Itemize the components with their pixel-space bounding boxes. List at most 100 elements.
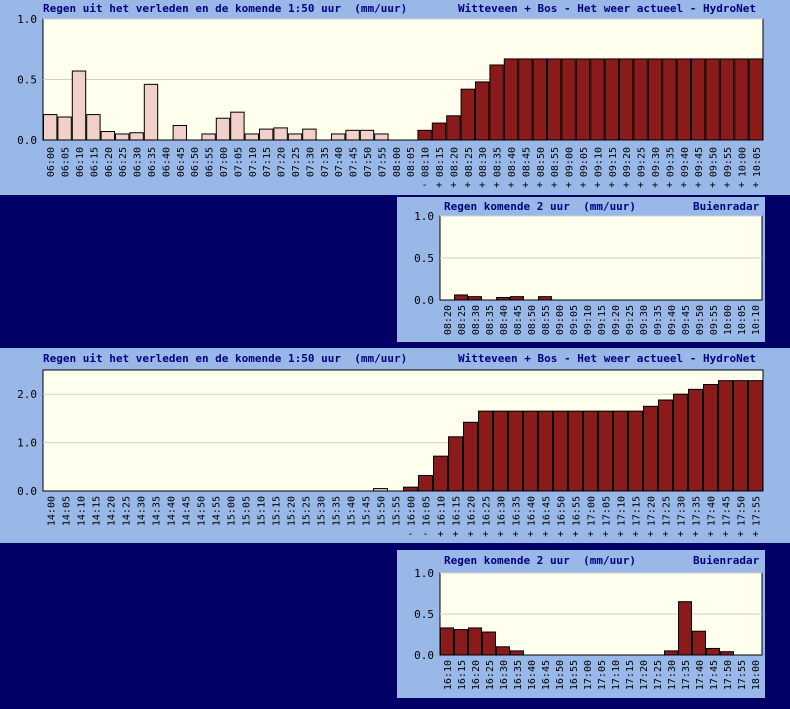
x-tick-label: 17:50 <box>737 496 748 526</box>
x-tick-label: 10:00 <box>737 147 748 177</box>
bar <box>478 410 493 492</box>
x-tick-label: 09:45 <box>694 147 705 177</box>
forecast-mark: + <box>467 529 473 540</box>
x-tick-label: 14:10 <box>77 496 88 526</box>
x-tick-label: 17:45 <box>709 660 720 690</box>
y-tick-label: 1.0 <box>414 567 434 580</box>
x-tick-label: 06:00 <box>46 147 57 177</box>
x-tick-label: 09:40 <box>680 147 691 177</box>
forecast-mark: + <box>494 180 500 191</box>
bar <box>359 129 375 141</box>
x-tick-label: 17:35 <box>692 496 703 526</box>
x-tick-label: 06:30 <box>133 147 144 177</box>
bar <box>302 128 317 141</box>
x-tick-label: 07:30 <box>305 147 316 177</box>
x-tick-label: 16:15 <box>457 660 468 690</box>
x-tick-label: 06:55 <box>205 147 216 177</box>
bar <box>503 58 519 141</box>
chart-panel-4: Regen komende 2 uur (mm/uur) Buienradar … <box>397 550 765 698</box>
forecast-mark: + <box>465 180 471 191</box>
bar <box>468 627 482 656</box>
bar <box>86 114 101 141</box>
bar <box>440 627 454 656</box>
x-tick-label: 16:45 <box>542 496 553 526</box>
chart-3-source: Witteveen + Bos - Het weer actueel - Hyd… <box>458 352 757 365</box>
x-tick-label: 08:45 <box>513 305 524 335</box>
x-tick-label: 17:40 <box>707 496 718 526</box>
bar <box>547 58 562 141</box>
x-tick-label: 14:40 <box>167 496 178 526</box>
bar <box>244 133 260 141</box>
x-tick-label: 07:05 <box>233 147 244 177</box>
chart-4-svg: 0.00.51.016:10 16:15 16:20 16:25 16:30 16:35 1… <box>414 567 763 690</box>
forecast-mark: + <box>587 529 593 540</box>
x-tick-label: 09:15 <box>597 305 608 335</box>
x-tick-label: 06:15 <box>89 147 100 177</box>
bar <box>100 131 115 141</box>
x-tick-label: 08:20 <box>443 305 454 335</box>
bar <box>230 111 245 141</box>
bar <box>433 455 448 492</box>
bar <box>734 58 749 141</box>
x-tick-label: 09:25 <box>625 305 636 335</box>
bar <box>553 410 568 492</box>
x-tick-label: 15:50 <box>377 496 388 526</box>
x-tick-label: 08:50 <box>527 305 538 335</box>
x-tick-label: 07:50 <box>363 147 374 177</box>
x-tick-label: 16:45 <box>541 660 552 690</box>
forecast-mark: + <box>522 180 528 191</box>
x-tick-label: 15:40 <box>347 496 358 526</box>
forecast-mark: + <box>542 529 548 540</box>
chart-3-title: Regen uit het verleden en de komende 1:5… <box>43 352 408 365</box>
x-tick-label: 17:00 <box>587 496 598 526</box>
x-tick-label: 14:45 <box>182 496 193 526</box>
x-tick-label: 14:20 <box>107 496 118 526</box>
chart-panel-2: Regen komende 2 uur (mm/uur) Buienradar … <box>397 197 765 342</box>
bar <box>691 58 706 141</box>
x-tick-label: 08:30 <box>471 305 482 335</box>
x-tick-label: 15:55 <box>392 496 403 526</box>
chart-1-title: Regen uit het verleden en de komende 1:5… <box>43 2 408 15</box>
forecast-mark: + <box>450 180 456 191</box>
bar <box>733 380 748 492</box>
bar <box>706 647 720 656</box>
x-tick-label: 15:15 <box>272 496 283 526</box>
forecast-mark: + <box>580 180 586 191</box>
chart-1-svg: 0.0 0.5 1.0 06:00 06:05 06:10 06:15 06:20 06:25 0… <box>17 13 764 191</box>
forecast-mark: + <box>632 529 638 540</box>
y-tick-label: 1.0 <box>17 13 37 26</box>
bar <box>518 58 533 141</box>
forecast-mark: + <box>617 529 623 540</box>
bar <box>431 122 447 141</box>
bar <box>590 58 605 141</box>
x-tick-label: 17:05 <box>602 496 613 526</box>
x-tick-label: 17:55 <box>752 496 763 526</box>
x-tick-label: 16:40 <box>527 660 538 690</box>
x-tick-label: 06:05 <box>61 147 72 177</box>
bar <box>568 410 583 492</box>
x-tick-label: 09:55 <box>709 305 720 335</box>
x-tick-label: 14:05 <box>62 496 73 526</box>
bar <box>633 58 648 141</box>
forecast-mark: + <box>738 180 744 191</box>
y-tick-label: 0.5 <box>414 252 434 265</box>
x-tick-label: 08:40 <box>507 147 518 177</box>
x-tick-label: 16:40 <box>527 496 538 526</box>
bar <box>448 436 463 492</box>
x-tick-label: 17:10 <box>611 660 622 690</box>
forecast-mark: + <box>527 529 533 540</box>
bar <box>719 58 735 141</box>
bar <box>720 651 734 656</box>
forecast-mark: + <box>737 529 743 540</box>
bar <box>664 650 678 656</box>
x-tick-label: 16:25 <box>485 660 496 690</box>
bar <box>604 58 619 141</box>
bar <box>143 83 159 141</box>
y-tick-label: 2.0 <box>17 388 37 401</box>
bar <box>613 410 628 492</box>
x-tick-label: 16:30 <box>497 496 508 526</box>
bar <box>538 296 552 301</box>
x-tick-label: 09:30 <box>651 147 662 177</box>
bar <box>575 58 591 141</box>
forecast-mark: + <box>623 180 629 191</box>
